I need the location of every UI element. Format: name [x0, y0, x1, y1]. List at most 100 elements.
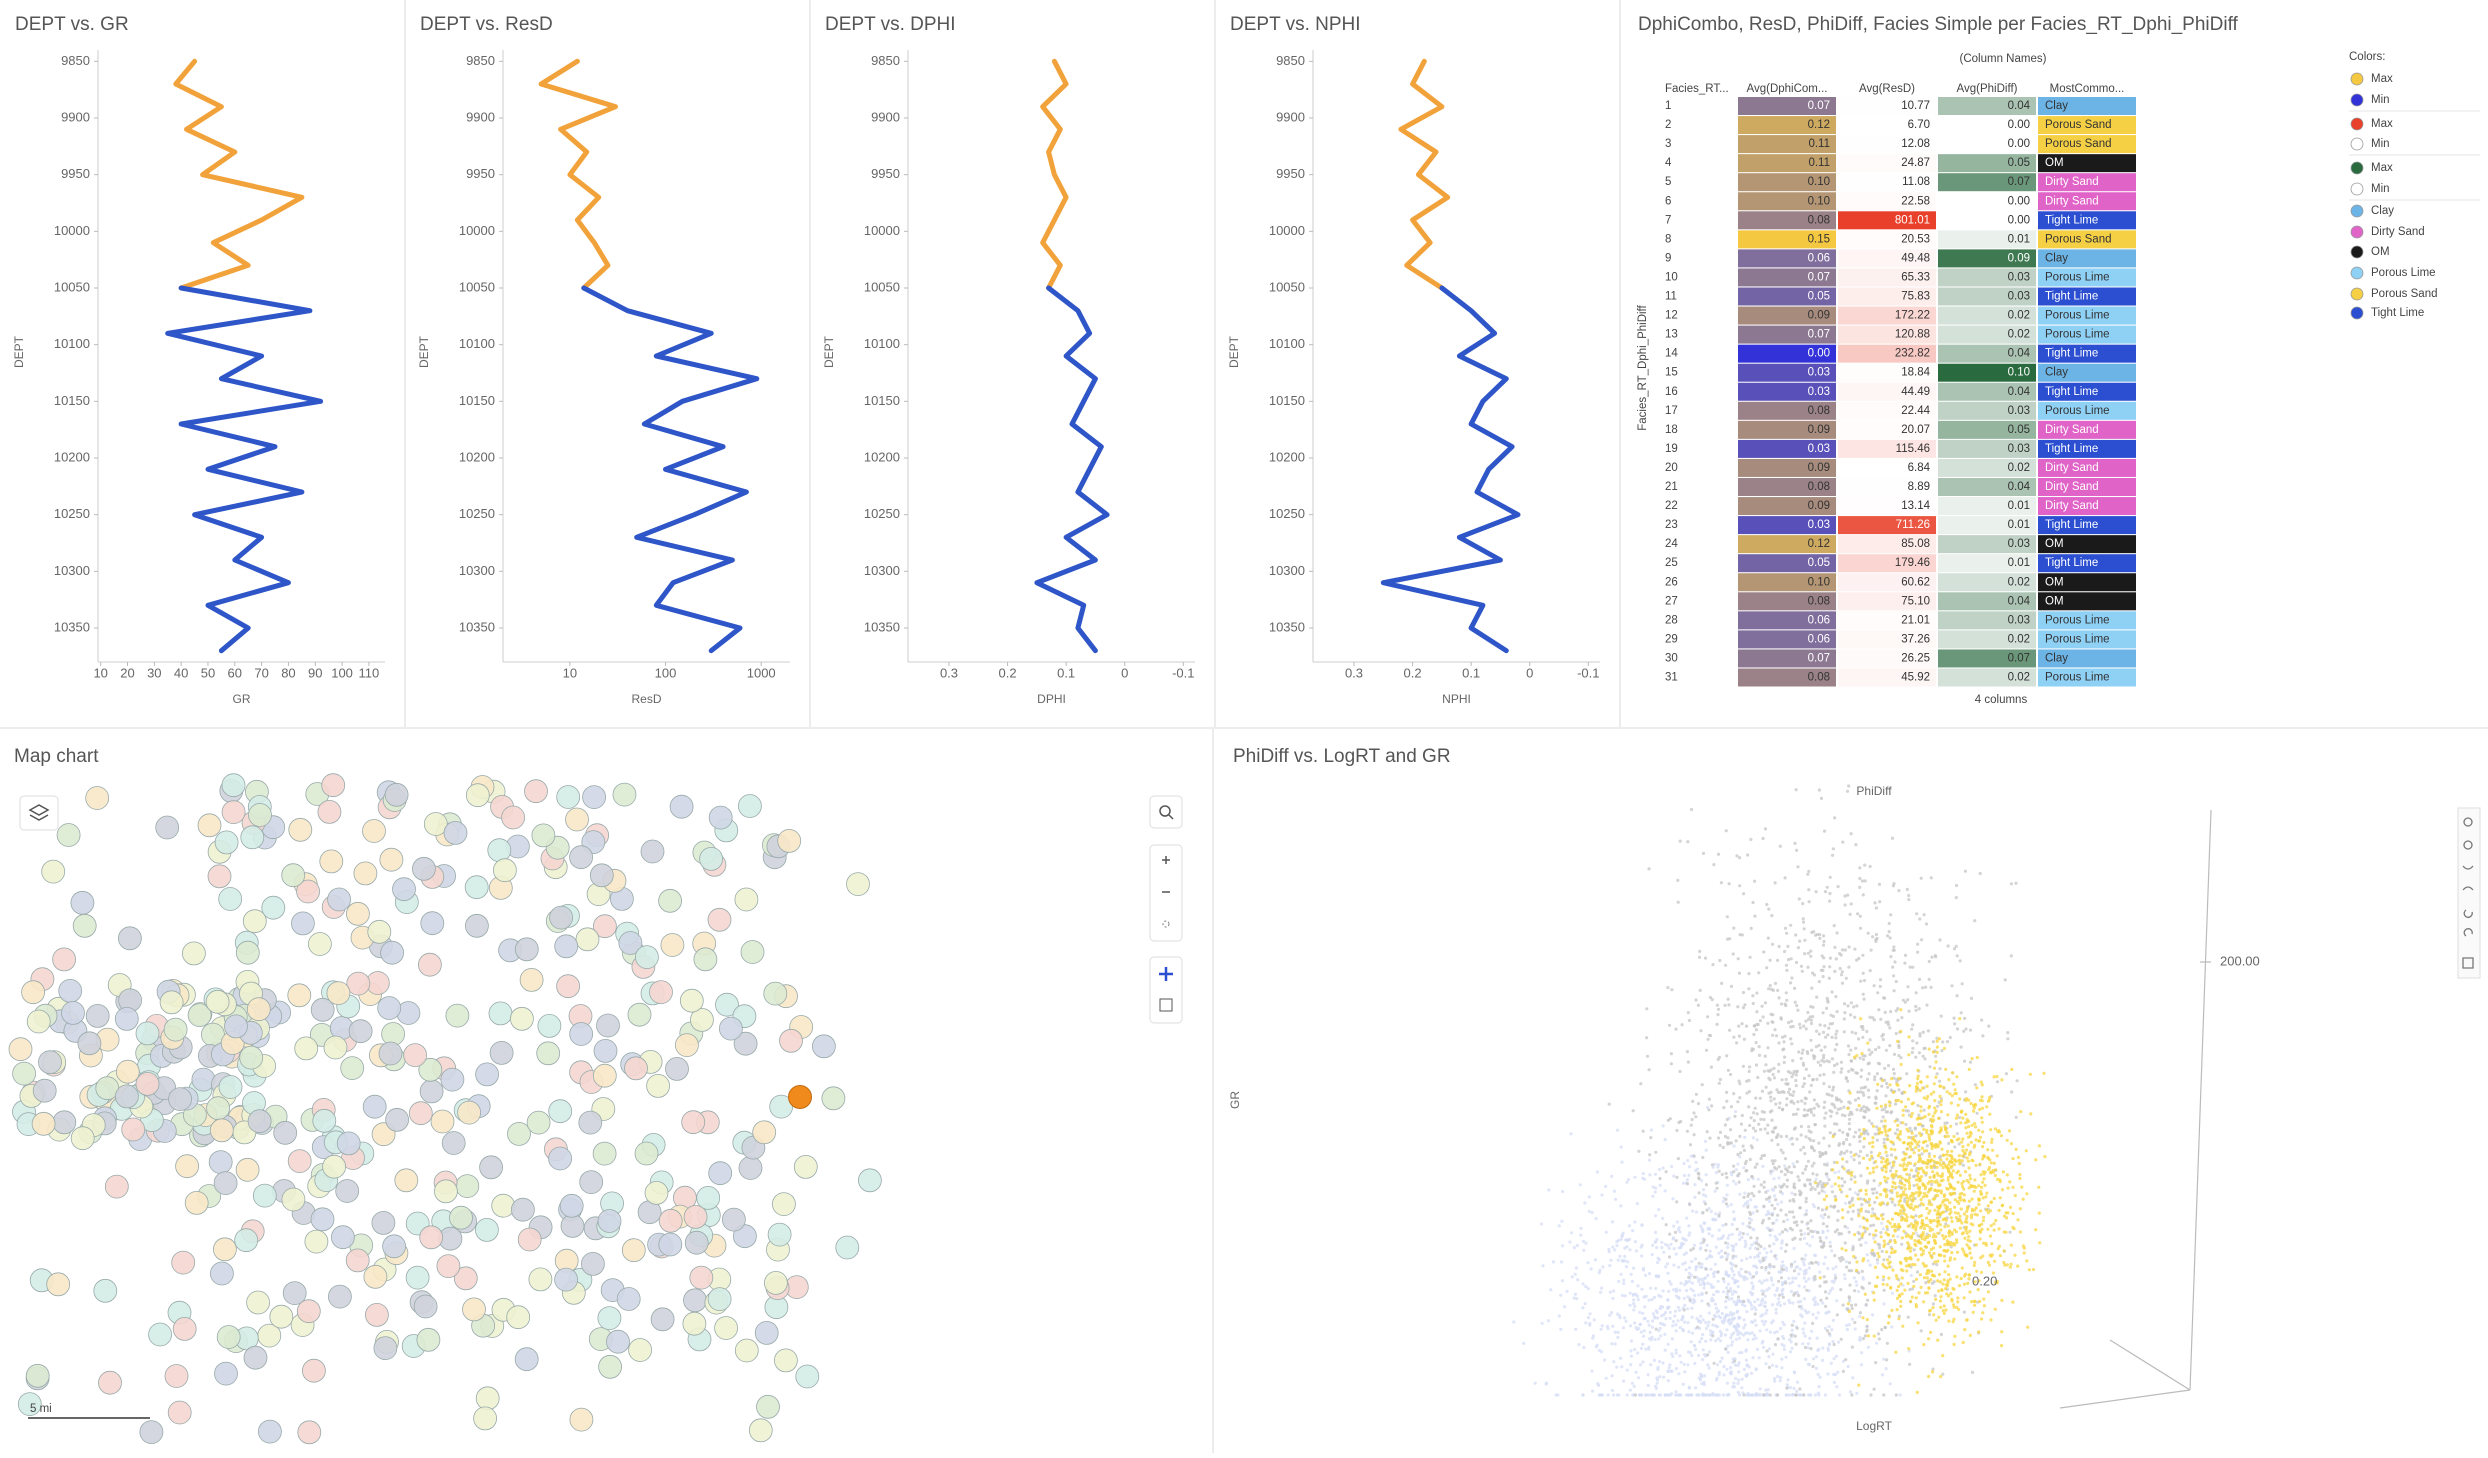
- cloud-point: [1913, 1248, 1916, 1251]
- cloud-point: [1860, 1363, 1863, 1366]
- cloud-point: [1952, 1320, 1955, 1323]
- cloud-point: [1680, 1243, 1683, 1246]
- cloud-point: [1938, 1273, 1941, 1276]
- map-layers-button[interactable]: [20, 796, 58, 830]
- map-marker: [406, 1266, 429, 1289]
- cloud-point: [1717, 1008, 1720, 1011]
- cloud-point: [1960, 1221, 1963, 1224]
- cloud-point: [1633, 1321, 1636, 1324]
- cloud-point: [1767, 1077, 1770, 1080]
- cloud-point: [1904, 1257, 1907, 1260]
- cloud-point: [1908, 1035, 1911, 1038]
- cloud-point: [1828, 1343, 1831, 1346]
- cloud-point: [1860, 1286, 1863, 1289]
- cloud-point: [1927, 1029, 1930, 1032]
- cloud-point: [1939, 1103, 1942, 1106]
- x-tick-label: 50: [201, 665, 215, 680]
- map-marker: [210, 1119, 233, 1142]
- cloud-point: [1770, 914, 1773, 917]
- cloud-point: [1966, 1318, 1969, 1321]
- cloud-point: [1612, 1360, 1615, 1363]
- cloud-point: [1868, 1119, 1871, 1122]
- cloud-point: [1916, 943, 1919, 946]
- cloud-point: [1841, 1247, 1844, 1250]
- cloud-point: [1828, 892, 1831, 895]
- cloud-point: [1762, 1205, 1765, 1208]
- map-marker: [57, 824, 80, 847]
- cloud-point: [1851, 1318, 1854, 1321]
- cloud-point: [1801, 1172, 1804, 1175]
- cloud-point: [1574, 1293, 1577, 1296]
- cloud-point: [1570, 1231, 1573, 1234]
- x-tick-label: 0: [1121, 665, 1128, 680]
- cloud-point: [1612, 1289, 1615, 1292]
- cloud-point: [1791, 1280, 1794, 1283]
- cloud-point: [1780, 1276, 1783, 1279]
- cloud-point: [1868, 1158, 1871, 1161]
- cloud-point: [1728, 1029, 1731, 1032]
- cloud-point: [1582, 1282, 1585, 1285]
- cloud-point: [1670, 988, 1673, 991]
- cloud-point: [1705, 1327, 1708, 1330]
- cloud-point: [1738, 1082, 1741, 1085]
- cloud-point: [1741, 1222, 1744, 1225]
- cloud-point: [1885, 1367, 1888, 1370]
- cloud-point: [1753, 1185, 1756, 1188]
- cloud-point: [2019, 1110, 2022, 1113]
- cloud-point: [1559, 1294, 1562, 1297]
- cloud-point: [1827, 1349, 1830, 1352]
- cloud-point: [1850, 1171, 1853, 1174]
- cloud-point: [1814, 1261, 1817, 1264]
- cloud-point: [1728, 1234, 1731, 1237]
- cloud-point: [1694, 1257, 1697, 1260]
- y-tick-label: 10000: [54, 223, 90, 238]
- cloud-point: [1899, 1393, 1902, 1396]
- cloud-point: [1824, 1393, 1827, 1396]
- cloud-point: [1727, 1253, 1730, 1256]
- map-zoom-controls[interactable]: [1150, 845, 1182, 941]
- cloud-point: [1647, 1373, 1650, 1376]
- cloud-point: [2011, 1226, 2014, 1229]
- cloud-point: [1806, 873, 1809, 876]
- map-select-tools[interactable]: [1150, 957, 1182, 1023]
- cloud-point: [1835, 1355, 1838, 1358]
- cloud-point: [1926, 1236, 1929, 1239]
- cloud-point: [1707, 1321, 1710, 1324]
- cloud-point: [1732, 1165, 1735, 1168]
- cloud-point: [1848, 1122, 1851, 1125]
- cloud-point: [1933, 1067, 1936, 1070]
- cloud-point: [1968, 1174, 1971, 1177]
- cloud-point: [1897, 1317, 1900, 1320]
- cloud-point: [1789, 1071, 1792, 1074]
- cloud-point: [1622, 1380, 1625, 1383]
- cloud-point: [1909, 1195, 1912, 1198]
- map-search-button[interactable]: [1150, 796, 1182, 828]
- map-marker: [651, 1308, 674, 1331]
- cloud-point: [1705, 1393, 1708, 1396]
- cloud-point: [1801, 1052, 1804, 1055]
- cloud-point: [1792, 1216, 1795, 1219]
- cloud-point: [1847, 784, 1850, 787]
- cloud-point: [1990, 1224, 1993, 1227]
- cloud-point: [1648, 1153, 1651, 1156]
- cloud-point: [2010, 882, 2013, 885]
- cloud-point: [1742, 1232, 1745, 1235]
- cloud-point: [2004, 978, 2007, 981]
- cloud-point: [1930, 1166, 1933, 1169]
- cloud-point: [1905, 1128, 1908, 1131]
- cloud-point: [1834, 1036, 1837, 1039]
- map-marker: [555, 935, 578, 958]
- cloud-point: [1943, 1304, 1946, 1307]
- cloud-point: [1777, 1280, 1780, 1283]
- cloud-point: [1829, 1115, 1832, 1118]
- scatter-toolbar[interactable]: [2458, 808, 2480, 978]
- cloud-point: [1849, 913, 1852, 916]
- cloud-point: [1647, 1299, 1650, 1302]
- cloud-point: [1894, 1157, 1897, 1160]
- cloud-point: [1825, 1195, 1828, 1198]
- cloud-point: [1848, 1284, 1851, 1287]
- cloud-point: [1642, 1268, 1645, 1271]
- map-marker: [579, 1111, 602, 1134]
- cloud-point: [1725, 829, 1728, 832]
- cloud-point: [1874, 1102, 1877, 1105]
